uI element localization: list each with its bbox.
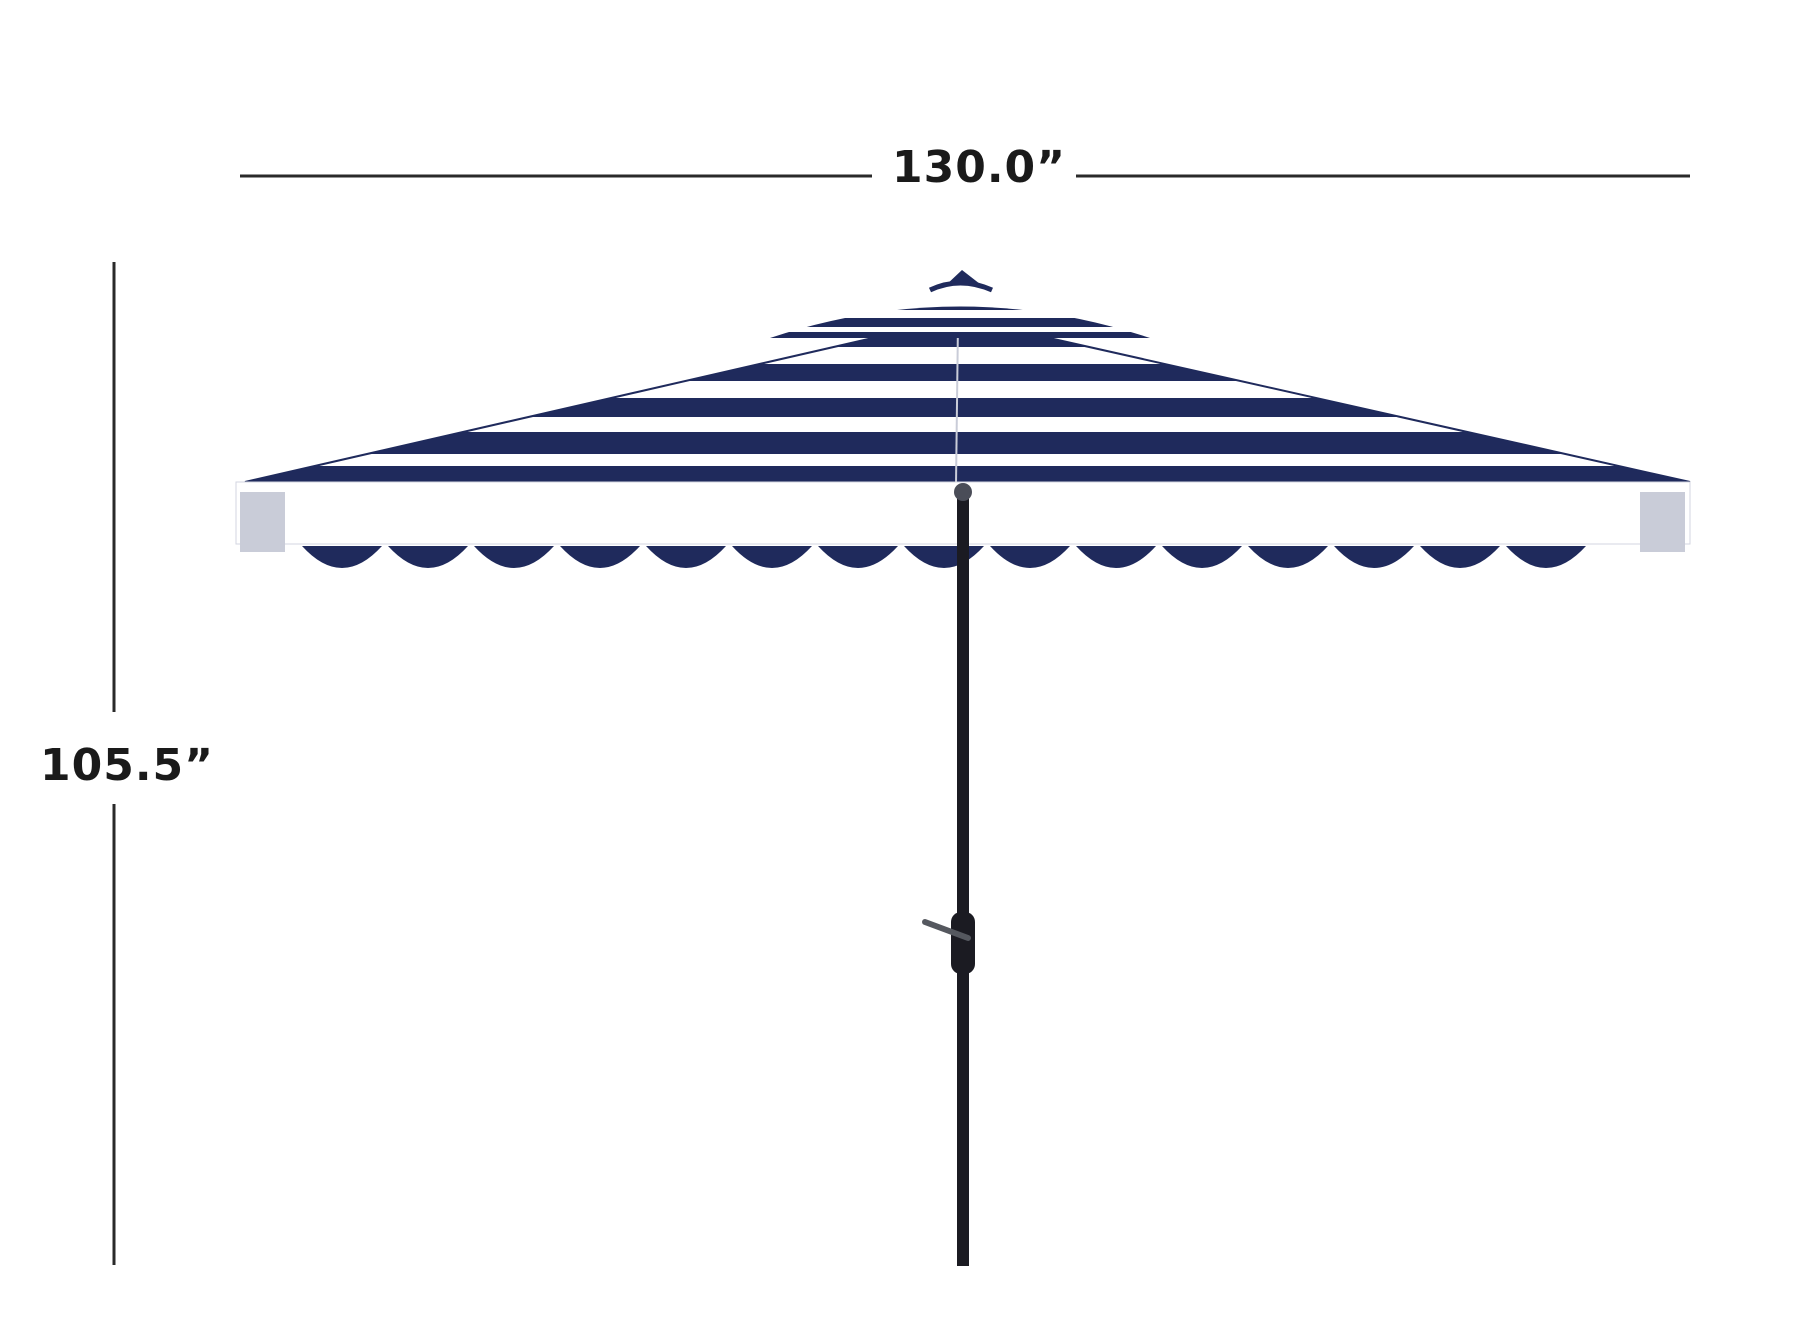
umbrella-canopy bbox=[244, 316, 1691, 485]
valance-scallops bbox=[302, 546, 1586, 568]
width-dimension-label: 130.0” bbox=[882, 142, 1077, 193]
height-dimension-label: 105.5” bbox=[40, 732, 215, 799]
umbrella-pole bbox=[954, 483, 972, 1266]
tilt-crank bbox=[922, 912, 975, 974]
umbrella-vent-top bbox=[770, 270, 1150, 338]
